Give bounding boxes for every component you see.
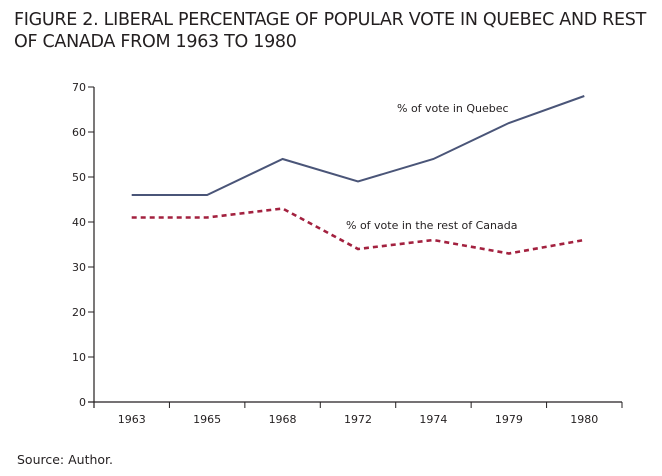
annotation-quebec: % of vote in Quebec xyxy=(397,102,509,115)
y-tick-label: 20 xyxy=(72,306,86,319)
x-tick-label: 1974 xyxy=(419,413,447,426)
y-tick-label: 70 xyxy=(72,81,86,94)
source-note: Source: Author. xyxy=(17,452,114,467)
y-tick-label: 40 xyxy=(72,216,86,229)
y-tick-label: 30 xyxy=(72,261,86,274)
x-tick-label: 1979 xyxy=(495,413,523,426)
axes: 0 10 20 30 40 50 60 70 1963 1965 1968 1972 1974 1979 1… xyxy=(72,81,623,426)
annotations: % of vote in Quebec % of vote in the rest… xyxy=(346,102,517,232)
y-tick-label: 10 xyxy=(72,351,86,364)
y-tick-label: 0 xyxy=(79,396,86,409)
x-tick-label: 1963 xyxy=(118,413,146,426)
x-tick-label: 1980 xyxy=(570,413,598,426)
series-line-quebec xyxy=(131,95,585,196)
annotation-rest-of-canada: % of vote in the rest of Canada xyxy=(346,219,517,232)
y-tick-label: 60 xyxy=(72,126,86,139)
series-layer xyxy=(131,95,585,255)
y-tick-label: 50 xyxy=(72,171,86,184)
x-tick-label: 1965 xyxy=(193,413,221,426)
x-tick-label: 1972 xyxy=(344,413,372,426)
x-tick-label: 1968 xyxy=(269,413,297,426)
figure-title: FIGURE 2. LIBERAL PERCENTAGE OF POPULAR … xyxy=(14,10,646,52)
